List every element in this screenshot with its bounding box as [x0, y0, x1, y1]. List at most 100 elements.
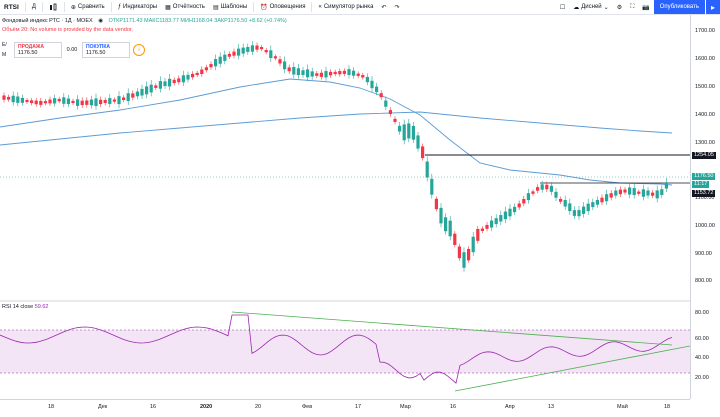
candle [490, 220, 494, 228]
interval-button[interactable]: Д [31, 4, 36, 10]
candle [181, 75, 185, 83]
ma-short-line [0, 78, 673, 186]
undo-button[interactable]: ↶ [377, 0, 390, 14]
rsi-trendline-up[interactable] [454, 345, 690, 392]
sell-button[interactable]: ПРОДАЖА 1176.50 [14, 42, 62, 58]
legend-eye-icon[interactable]: ◉ [98, 18, 103, 24]
hline-price-tag: 1254.05 [692, 152, 716, 159]
candle [462, 252, 466, 268]
candle [7, 96, 11, 100]
redo-button[interactable]: ↷ [390, 0, 403, 14]
price-tick: 900.00 [695, 251, 712, 257]
alerts-button[interactable]: ⏰ Оповещения [256, 0, 309, 14]
buy-button[interactable]: ПОКУПКА 1176.50 [82, 42, 130, 58]
candle [476, 228, 480, 241]
candle [425, 161, 429, 178]
price-chart[interactable] [0, 15, 690, 399]
publish-arrow-button[interactable]: ▸ [705, 0, 720, 14]
ma-price-tag: 1153.72 [692, 190, 716, 197]
undo-icon: ↶ [381, 4, 387, 11]
layout-name-button[interactable]: ☁ Дисней ⌄ [569, 0, 612, 14]
bar-style-button[interactable] [45, 0, 62, 14]
time-axis[interactable]: 18 Дек 16 2020 20 Фев 17 Мар 16 Апр 13 М… [0, 399, 690, 417]
sell-price: 1176.50 [18, 50, 38, 56]
candle [517, 203, 521, 208]
candle [283, 61, 287, 70]
price-tick: 1000.00 [695, 223, 715, 229]
price-tick: 1300.00 [695, 140, 715, 146]
candle [11, 95, 15, 103]
candle [122, 97, 126, 101]
top-toolbar: RTSI Д ⊕ Сравнить ƒ Индикаторы ▦ Отчётно… [0, 0, 720, 15]
price-tick: 1100.00 [695, 195, 715, 201]
countdown-tag: 11:17 [692, 181, 710, 188]
candle [278, 59, 282, 64]
candle [264, 49, 268, 53]
reports-icon: ▦ [165, 4, 171, 11]
candle [260, 47, 264, 50]
candle [237, 48, 241, 56]
candle [393, 118, 397, 122]
rsi-label[interactable]: RSI 14 close [2, 304, 34, 310]
fullscreen-button[interactable]: ⛶ [626, 0, 638, 14]
candle [227, 53, 231, 57]
candle [577, 210, 581, 217]
price-tick: 1700.00 [695, 28, 715, 34]
layout-toggle[interactable]: ☐ [556, 0, 569, 14]
publish-button[interactable]: Опубликовать [653, 0, 705, 14]
candle [140, 88, 144, 96]
price-scale[interactable]: 1700.00 1600.00 1500.00 1400.00 1300.00 … [690, 15, 720, 399]
camera-icon: 📷 [642, 4, 650, 11]
candle [411, 125, 415, 140]
symbol-search[interactable]: RTSI [4, 3, 19, 11]
time-tick: 18 [664, 404, 671, 410]
candle [200, 69, 204, 75]
rsi-trendline-down[interactable] [231, 311, 673, 346]
candle [310, 71, 314, 77]
candle [103, 99, 107, 103]
candle [209, 64, 213, 68]
legend-close: ЗАКР1176.50 [213, 18, 248, 24]
rewind-icon: « [318, 4, 322, 10]
time-tick: Мар [400, 404, 411, 410]
time-tick: 2020 [200, 404, 213, 410]
candle [195, 72, 199, 76]
candle [416, 135, 420, 149]
candle [499, 215, 503, 222]
replay-button[interactable]: « Симулятор рынка [314, 0, 377, 14]
candle [48, 99, 52, 104]
time-tick: Фев [302, 404, 313, 410]
reports-button[interactable]: ▦ Отчётность [161, 0, 209, 14]
candle [204, 67, 208, 71]
candle [632, 188, 636, 196]
candle [255, 45, 259, 50]
candle [480, 228, 484, 231]
candle [172, 79, 176, 84]
alarm-clock-icon: ⏰ [260, 4, 268, 11]
cloud-icon: ☁ [573, 4, 580, 11]
candle [352, 70, 356, 76]
legend-title[interactable]: Фондовый индекс РТС · 1Д · MOEX [2, 18, 93, 24]
divider [41, 2, 43, 12]
candle [117, 96, 121, 105]
snapshot-button[interactable]: 📷 [638, 0, 653, 14]
chart-legend: Фондовый индекс РТС · 1Д · MOEX ◉ ОТКР11… [2, 18, 287, 24]
templates-button[interactable]: ▤ Шаблоны [209, 0, 251, 14]
settings-button[interactable]: ⚙ [613, 0, 626, 14]
candle [108, 98, 112, 104]
candle [76, 99, 80, 106]
candle [651, 192, 655, 196]
candle [628, 187, 632, 195]
candle [448, 220, 452, 237]
ma-label[interactable]: M [2, 52, 7, 58]
candle [540, 184, 544, 190]
candle [370, 80, 374, 89]
compare-button[interactable]: ⊕ Сравнить [67, 0, 109, 14]
candle [85, 100, 89, 105]
square-icon: ☐ [559, 4, 566, 11]
candle [112, 99, 116, 102]
indicators-button[interactable]: ƒ Индикаторы [114, 0, 161, 14]
ema-label[interactable]: E/ [2, 42, 7, 48]
candle [287, 67, 291, 72]
info-icon[interactable]: i [133, 44, 145, 56]
